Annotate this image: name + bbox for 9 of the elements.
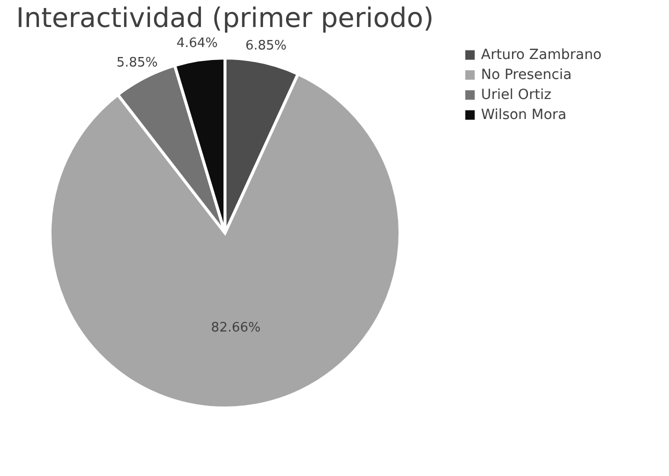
- data-label: 4.64%: [176, 36, 218, 52]
- data-label: 82.66%: [211, 320, 261, 336]
- data-label: 5.85%: [116, 55, 158, 70]
- legend-label: No Presencia: [481, 67, 572, 83]
- data-label: 6.85%: [245, 38, 287, 54]
- chart-title: Interactividad (primer periodo): [16, 3, 434, 34]
- legend-label: Wilson Mora: [481, 107, 566, 123]
- legend-label: Arturo Zambrano: [481, 47, 602, 63]
- legend-label: Uriel Ortiz: [481, 87, 552, 103]
